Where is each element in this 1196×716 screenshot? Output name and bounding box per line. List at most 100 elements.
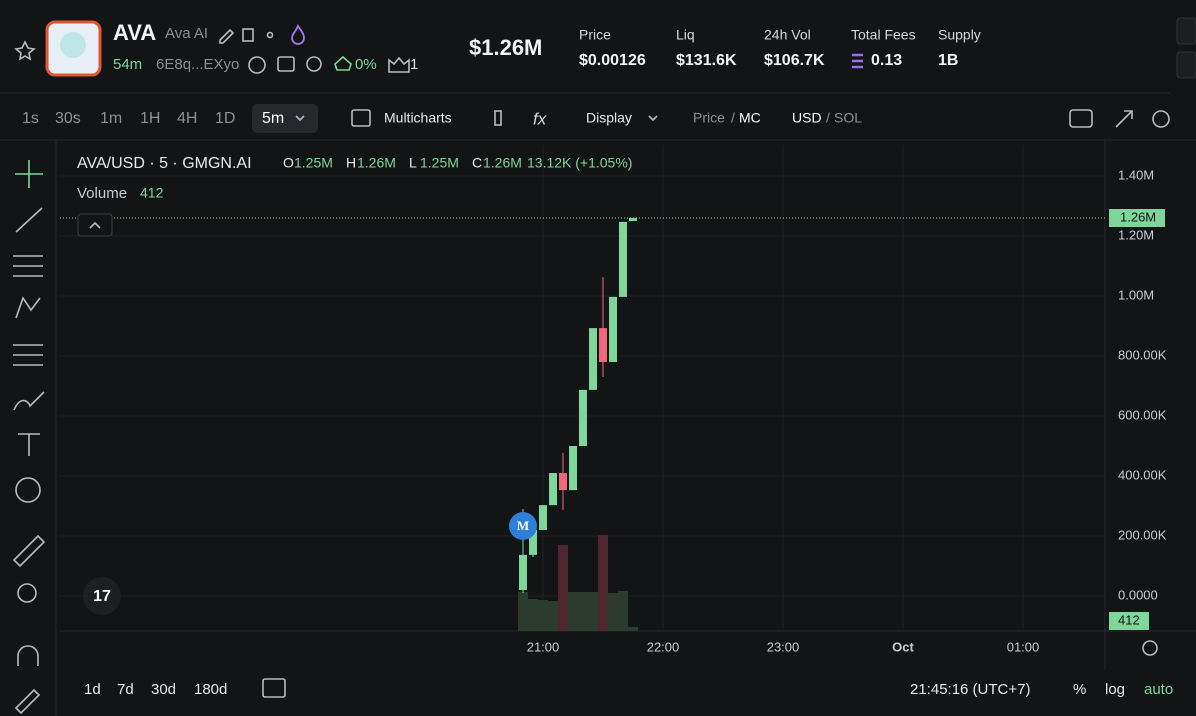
edit-icon[interactable] (219, 28, 235, 44)
chevron (648, 115, 658, 122)
candle-body (569, 445, 577, 491)
chevron (295, 115, 305, 122)
y-tick-label: 600.00K (1118, 407, 1167, 422)
date-range-icon[interactable] (262, 678, 286, 698)
legend-symbol: AVA/USD · 5 · GMGN.AI (77, 155, 252, 172)
y-tick-label: 1.40M (1118, 167, 1154, 182)
candle-body (519, 554, 527, 590)
multicharts[interactable]: Multicharts (384, 110, 452, 126)
log-toggle[interactable]: log (1105, 681, 1125, 698)
slash: / (826, 110, 830, 126)
side-button[interactable] (1176, 17, 1196, 45)
favorite-star[interactable] (14, 40, 36, 61)
sol-toggle[interactable]: SOL (834, 110, 862, 126)
settings-icon[interactable] (1152, 110, 1170, 128)
interval[interactable]: 4H (177, 110, 197, 127)
token-age: 54m (113, 56, 142, 73)
search-icon[interactable] (306, 56, 322, 72)
text-tool[interactable] (18, 433, 40, 456)
lock-tool[interactable] (14, 688, 41, 715)
line-tool[interactable] (15, 207, 43, 233)
collapse-button[interactable] (77, 213, 113, 237)
range[interactable]: 1d (84, 681, 101, 698)
y-tick-label: 400.00K (1118, 467, 1167, 482)
crown-icon (388, 56, 410, 73)
candle-body (589, 328, 597, 390)
candle-body (599, 328, 607, 362)
mc-toggle[interactable]: MC (739, 110, 761, 126)
usd-toggle[interactable]: USD (792, 110, 822, 126)
axis-settings[interactable] (1142, 640, 1158, 656)
candle-body (629, 217, 637, 221)
crosshair-tool[interactable] (15, 160, 43, 188)
side-button[interactable] (1176, 51, 1196, 79)
note-icon[interactable] (277, 56, 295, 72)
y-tick-label: 1.20M (1118, 227, 1154, 242)
candle-body (539, 505, 547, 530)
range[interactable]: 30d (151, 681, 176, 698)
fx-icon[interactable]: fx (533, 109, 547, 128)
volume-bar (628, 626, 638, 631)
stat-value: $131.6K (676, 52, 737, 69)
market-cap: $1.26M (469, 35, 542, 60)
x-tick-label: 22:00 (647, 639, 680, 654)
interval[interactable]: 1m (100, 110, 122, 127)
stat-label: Liq (676, 27, 695, 43)
price-toggle[interactable]: Price (693, 110, 725, 126)
ohlc-key: C (472, 155, 482, 171)
volume-bar (528, 599, 538, 631)
volume-box (1109, 612, 1149, 630)
range[interactable]: 7d (117, 681, 134, 698)
volume-bar (598, 535, 608, 631)
stat-value: $0.00126 (579, 52, 646, 69)
display[interactable]: Display (586, 110, 632, 126)
ruler-tool[interactable] (12, 534, 46, 568)
interval[interactable]: 1D (215, 110, 235, 127)
ohlc-value: 1.26M (357, 155, 396, 171)
event-marker[interactable] (509, 512, 537, 540)
volume-bar (518, 592, 528, 631)
candles-icon[interactable] (494, 110, 502, 126)
magnet-tool[interactable] (17, 645, 39, 666)
candle-body (619, 221, 627, 297)
lines-tool[interactable] (13, 255, 43, 277)
hot-icon (291, 24, 305, 45)
change: 13.12K (+1.05%) (527, 155, 632, 171)
interval[interactable]: 1s (22, 110, 39, 127)
pattern-tool[interactable] (15, 296, 41, 319)
stat-value: 1B (938, 52, 958, 69)
selected-interval[interactable] (252, 104, 318, 133)
token-name: Ava AI (165, 25, 208, 42)
last-price-box (1109, 208, 1165, 227)
percent-toggle[interactable]: % (1073, 681, 1086, 698)
multicharts-icon[interactable] (351, 109, 371, 127)
auto-toggle[interactable]: auto (1144, 681, 1173, 698)
volume-label: Volume (77, 185, 127, 202)
token-address[interactable]: 6E8q...EXyo (156, 56, 239, 73)
volume-axis-label: 412 (1118, 612, 1140, 627)
scan-icon[interactable] (248, 56, 266, 74)
brush-tool[interactable] (13, 391, 45, 411)
interval[interactable]: 1H (140, 110, 160, 127)
screenshot-icon[interactable] (1069, 109, 1093, 128)
interval-selected[interactable]: 5m (262, 110, 284, 127)
holders-icon (334, 55, 352, 71)
interval[interactable]: 30s (55, 110, 81, 127)
zoom-tool[interactable] (17, 583, 37, 603)
y-tick-label: 800.00K (1118, 347, 1167, 362)
range[interactable]: 180d (194, 681, 227, 698)
volume-value: 412 (140, 185, 164, 201)
candle-body (579, 389, 587, 446)
drawing-tools (12, 160, 46, 715)
fullscreen-icon[interactable] (1115, 110, 1133, 128)
share-icon[interactable] (266, 31, 274, 39)
candle-body (529, 529, 537, 555)
fib-tool[interactable] (13, 344, 43, 366)
event-marker-letter: M (517, 518, 529, 533)
copy-icon[interactable] (242, 28, 254, 42)
emoji-tool[interactable] (15, 477, 41, 503)
candle-body (609, 296, 617, 362)
ohlc-key: O (283, 155, 294, 171)
volume-bar (568, 592, 578, 631)
